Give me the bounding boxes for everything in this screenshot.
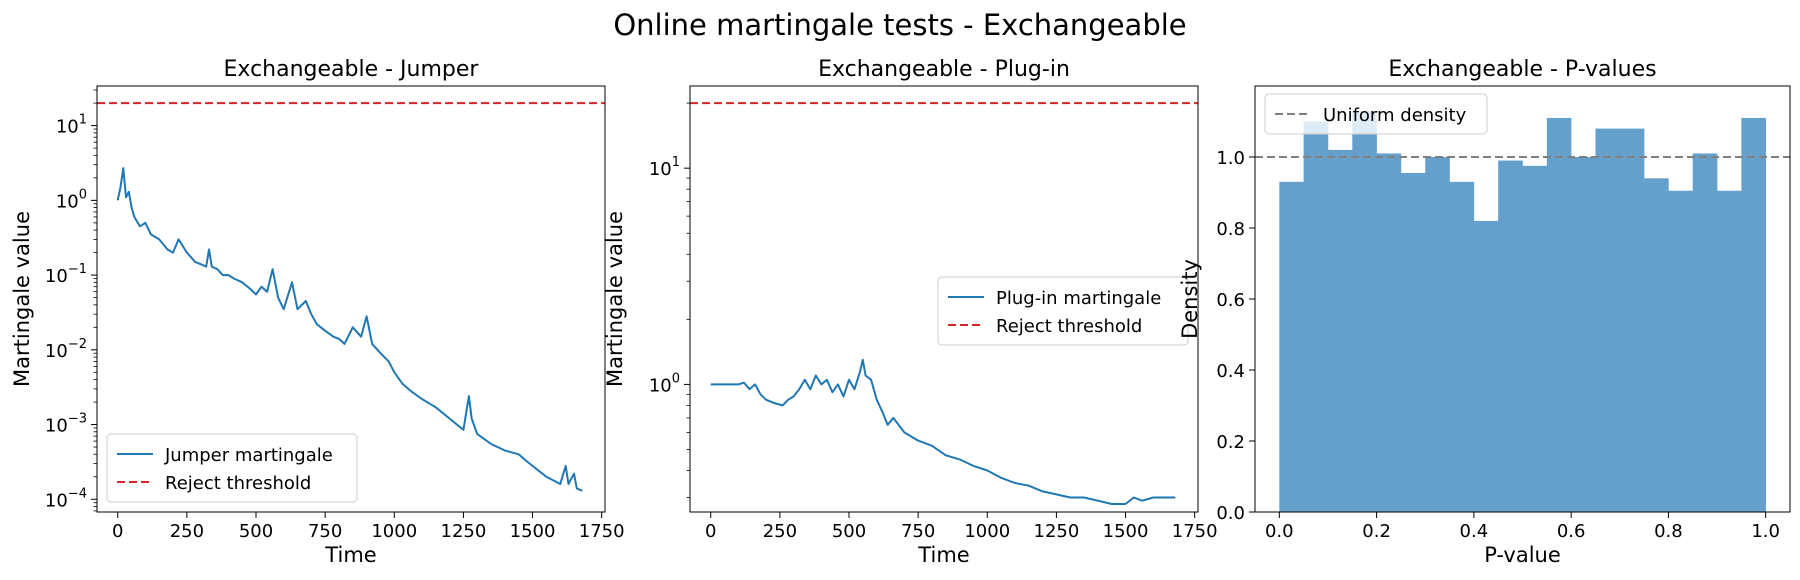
histogram-bar [1668, 190, 1694, 512]
axes-frame [96, 85, 606, 513]
legend: Plug-in martingale Reject threshold [937, 276, 1189, 346]
series-line [710, 358, 1176, 505]
y-tick-label: 10−4 [45, 486, 87, 511]
legend-box [1264, 93, 1488, 135]
x-tick-label: 1750 [579, 521, 625, 542]
y-tick-label: 101 [649, 155, 680, 180]
plot-area [690, 102, 1198, 505]
histogram-bar [1303, 121, 1329, 512]
y-tick-label: 101 [56, 113, 87, 138]
y-tick-label: 0.2 [1216, 432, 1245, 453]
x-tick-label: 1750 [1172, 521, 1218, 542]
histogram-bar [1644, 178, 1669, 512]
histogram-bar [1376, 153, 1402, 512]
y-tick-label: 100 [649, 371, 680, 396]
histogram-bar [1595, 128, 1621, 512]
x-tick-label: 1250 [1034, 521, 1080, 542]
histogram-bar [1449, 181, 1475, 512]
y-axis-label: Density [1178, 259, 1202, 339]
x-tick-label: 500 [832, 521, 866, 542]
y-tick-label: 10−2 [45, 337, 87, 362]
histogram-bar [1400, 172, 1426, 512]
histogram-bar [1717, 190, 1742, 512]
x-tick-label: 500 [239, 521, 273, 542]
x-axis-label: Time [917, 543, 969, 567]
x-tick-label: 1000 [964, 521, 1010, 542]
x-tick-label: 0.8 [1654, 521, 1683, 542]
legend-label: Reject threshold [165, 473, 311, 494]
figure-suptitle: Online martingale tests - Exchangeable [613, 8, 1186, 42]
legend-label: Reject threshold [996, 316, 1142, 337]
y-tick-label: 1.0 [1216, 148, 1245, 169]
histogram-bar [1327, 149, 1353, 512]
x-tick-label: 750 [901, 521, 935, 542]
legend-label: Uniform density [1323, 105, 1467, 126]
histogram-bar [1571, 157, 1596, 512]
y-tick-label: 10−3 [45, 412, 87, 437]
legend: Uniform density [1264, 93, 1488, 135]
histogram-bar [1546, 117, 1572, 512]
y-tick-label: 10−1 [45, 262, 87, 287]
x-tick-label: 1.0 [1751, 521, 1780, 542]
legend-box [937, 276, 1189, 346]
axes-frame [689, 85, 1199, 513]
series-line [116, 167, 583, 492]
y-tick-label: 0.8 [1216, 219, 1245, 240]
histogram-bar [1473, 220, 1499, 512]
x-tick-label: 0.4 [1460, 521, 1489, 542]
histogram-bar [1498, 160, 1523, 512]
x-tick-label: 1500 [1103, 521, 1149, 542]
x-tick-label: 750 [308, 521, 342, 542]
plot-area [97, 102, 605, 492]
legend-label: Plug-in martingale [996, 288, 1161, 309]
y-axis-label: Martingale value [603, 211, 627, 387]
chart-title: Exchangeable - Plug-in [818, 57, 1070, 82]
legend: Jumper martingale Reject threshold [106, 433, 358, 503]
y-axis-label: Martingale value [10, 211, 34, 387]
legend-label: Jumper martingale [164, 445, 333, 466]
y-tick-label: 0.4 [1216, 361, 1245, 382]
x-tick-label: 0.0 [1265, 521, 1294, 542]
x-axis-label: Time [324, 543, 376, 567]
panel-jumper: Exchangeable - Jumper 0 250 500 750 1000 1250 1… [10, 57, 625, 567]
x-tick-label: 250 [170, 521, 204, 542]
x-tick-label: 0 [705, 521, 716, 542]
x-tick-label: 0 [112, 521, 123, 542]
panel-plugin: Exchangeable - Plug-in 0 250 500 750 1000 1250… [603, 57, 1218, 567]
histogram-bar [1279, 181, 1304, 512]
histogram-bar [1741, 117, 1766, 512]
x-tick-label: 1000 [371, 521, 417, 542]
chart-title: Exchangeable - P-values [1388, 57, 1656, 82]
chart-title: Exchangeable - Jumper [224, 57, 480, 82]
x-tick-label: 0.6 [1557, 521, 1586, 542]
histogram-bar [1619, 128, 1645, 512]
x-tick-label: 1500 [510, 521, 556, 542]
y-tick-label: 0.6 [1216, 290, 1245, 311]
x-tick-label: 1250 [441, 521, 487, 542]
x-axis-label: P-value [1484, 543, 1561, 567]
legend-box [106, 433, 358, 503]
panel-pvalues: Exchangeable - P-values 0.0 0.2 0.4 0.6 0.8 1.… [1178, 57, 1791, 567]
plot-area [1255, 110, 1790, 512]
y-tick-label: 0.0 [1216, 503, 1245, 524]
histogram-bar [1352, 110, 1377, 512]
x-tick-label: 0.2 [1362, 521, 1391, 542]
histogram-bar [1425, 157, 1450, 512]
histogram-bar [1692, 153, 1718, 512]
x-tick-label: 250 [763, 521, 797, 542]
y-tick-label: 100 [56, 187, 87, 212]
histogram-bar [1522, 165, 1548, 512]
